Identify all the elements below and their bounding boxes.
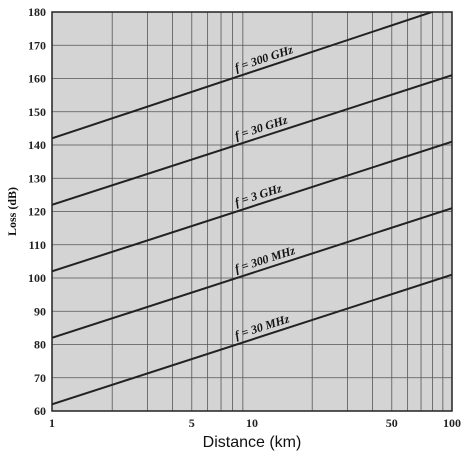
y-axis-label: Loss (dB)	[5, 187, 19, 236]
grid	[52, 12, 452, 411]
y-tick-label: 140	[28, 138, 46, 152]
y-tick-label: 120	[28, 205, 46, 219]
y-tick-label: 130	[28, 171, 46, 185]
series-line	[52, 74, 452, 206]
y-tick-label: 110	[29, 238, 46, 252]
y-tick-label: 60	[34, 404, 46, 418]
plot-frame	[51, 11, 453, 412]
y-tick-label: 80	[34, 338, 46, 352]
series-line	[52, 207, 452, 339]
series-line	[52, 273, 452, 406]
x-tick-label: 1	[49, 416, 55, 430]
y-tick-label: 150	[28, 105, 46, 119]
x-tick-label: 50	[386, 416, 398, 430]
x-tick-label: 100	[443, 416, 461, 430]
y-tick-label: 180	[28, 5, 46, 19]
y-tick-label: 70	[34, 371, 46, 385]
x-axis-label: Distance (km)	[203, 434, 302, 451]
x-tick-label: 5	[189, 416, 195, 430]
y-tick-label: 100	[28, 271, 46, 285]
y-tick-label: 90	[34, 304, 46, 318]
y-tick-label: 160	[28, 72, 46, 86]
series-line	[52, 12, 436, 140]
x-tick-label: 10	[246, 416, 258, 430]
y-tick-label: 170	[28, 38, 46, 52]
series-line	[52, 140, 452, 273]
